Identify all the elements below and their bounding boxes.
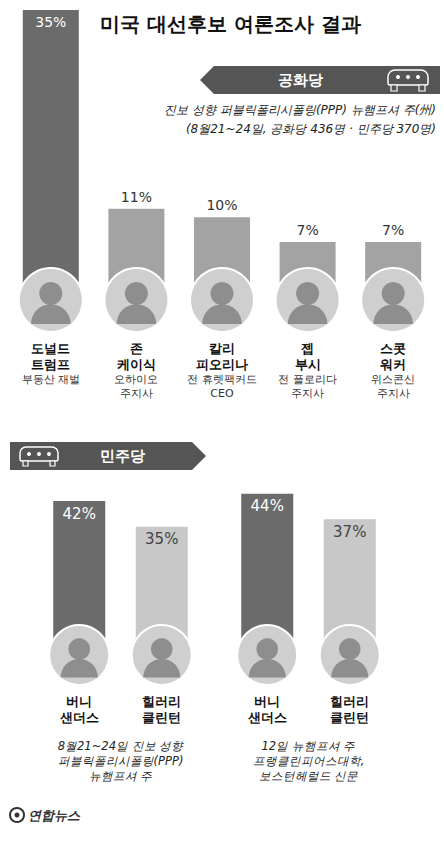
- svg-text:10%: 10%: [206, 197, 237, 213]
- svg-text:오하이오: 오하이오: [114, 373, 158, 386]
- svg-text:민주당: 민주당: [100, 447, 145, 465]
- svg-text:클린턴: 클린턴: [142, 710, 181, 725]
- svg-text:진보 성향 퍼블릭폴리시폴링(PPP) 뉴햄프셔 주(州): 진보 성향 퍼블릭폴리시폴링(PPP) 뉴햄프셔 주(州): [164, 103, 436, 117]
- svg-text:42%: 42%: [63, 505, 96, 523]
- svg-text:(8월21~24일, 공화당 436명 · 민주당 370명: (8월21~24일, 공화당 436명 · 민주당 370명): [186, 122, 436, 136]
- svg-text:8월21~24일 진보 성향: 8월21~24일 진보 성향: [58, 739, 185, 753]
- svg-text:주지사: 주지사: [377, 387, 410, 400]
- svg-text:힐러리: 힐러리: [142, 694, 181, 709]
- svg-text:연합뉴스: 연합뉴스: [28, 808, 81, 823]
- svg-text:공화당: 공화당: [278, 71, 323, 89]
- svg-text:전 플로리다: 전 플로리다: [278, 373, 337, 386]
- svg-text:12일 뉴햄프셔 주: 12일 뉴햄프셔 주: [262, 739, 356, 753]
- svg-text:뉴햄프셔 주: 뉴햄프셔 주: [89, 769, 153, 783]
- svg-text:피오리나: 피오리나: [196, 357, 248, 372]
- svg-text:전 휴렛팩커드: 전 휴렛팩커드: [187, 373, 257, 386]
- svg-text:존: 존: [130, 341, 143, 356]
- svg-text:퍼블릭폴리시폴링(PPP): 퍼블릭폴리시폴링(PPP): [58, 754, 184, 768]
- svg-text:샌더스: 샌더스: [60, 710, 99, 725]
- svg-text:35%: 35%: [35, 14, 66, 30]
- svg-text:버니: 버니: [66, 694, 92, 709]
- svg-text:트럼프: 트럼프: [31, 357, 70, 372]
- svg-text:주지사: 주지사: [120, 387, 153, 400]
- svg-text:7%: 7%: [382, 222, 404, 238]
- svg-text:35%: 35%: [145, 530, 178, 548]
- svg-text:프랭클린피어스대학,: 프랭클린피어스대학,: [253, 754, 365, 768]
- svg-text:주지사: 주지사: [291, 387, 324, 400]
- svg-text:44%: 44%: [251, 497, 284, 515]
- svg-text:버니: 버니: [254, 694, 280, 709]
- svg-text:11%: 11%: [121, 189, 152, 205]
- svg-text:도널드: 도널드: [31, 341, 70, 356]
- svg-text:워커: 워커: [380, 357, 406, 372]
- svg-text:부시: 부시: [295, 357, 321, 372]
- svg-text:보스턴헤럴드 신문: 보스턴헤럴드 신문: [259, 769, 359, 783]
- svg-text:37%: 37%: [333, 523, 366, 541]
- svg-text:미국 대선후보 여론조사 결과: 미국 대선후보 여론조사 결과: [100, 12, 361, 36]
- svg-text:칼리: 칼리: [209, 341, 235, 356]
- svg-text:스콧: 스콧: [380, 341, 406, 356]
- svg-text:부동산 재벌: 부동산 재벌: [22, 373, 81, 386]
- svg-text:케이식: 케이식: [117, 357, 156, 372]
- svg-text:위스콘신: 위스콘신: [371, 373, 415, 386]
- svg-text:젭: 젭: [301, 341, 314, 356]
- svg-text:힐러리: 힐러리: [330, 694, 369, 709]
- svg-text:7%: 7%: [296, 222, 318, 238]
- svg-text:CEO: CEO: [210, 387, 234, 400]
- svg-text:클린턴: 클린턴: [330, 710, 369, 725]
- svg-text:샌더스: 샌더스: [248, 710, 287, 725]
